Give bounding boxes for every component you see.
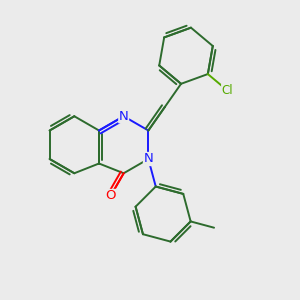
Text: Cl: Cl: [222, 84, 233, 97]
Text: N: N: [119, 110, 129, 123]
Text: O: O: [105, 190, 116, 202]
Text: N: N: [143, 152, 153, 166]
